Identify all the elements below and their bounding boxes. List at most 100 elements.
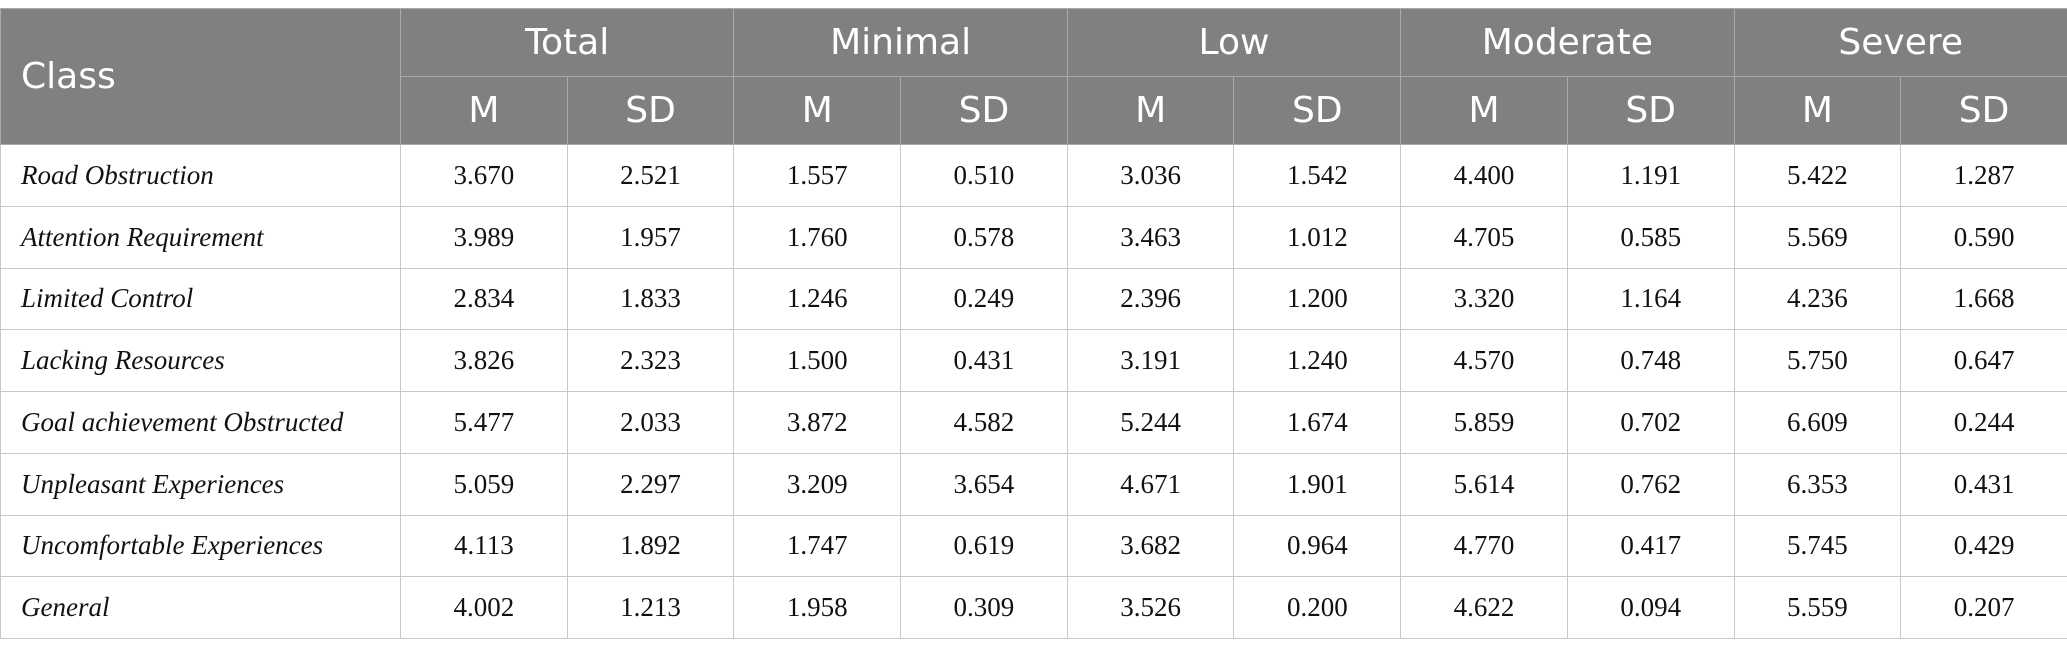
table-header: Class Total Minimal Low Moderate Severe … [0,8,2067,145]
sub-header-sd: SD [1566,76,1735,145]
table-row: Road Obstruction 3.670 2.521 1.557 0.510 3.03… [0,144,2067,207]
mean-cell: 5.559 [1733,576,1902,639]
sd-cell: 0.585 [1566,205,1735,269]
sd-cell: 0.244 [1900,391,2067,454]
sd-cell: 1.668 [1900,267,2067,331]
mean-cell: 4.705 [1400,205,1568,269]
sub-header-m: M [733,76,902,145]
sd-cell: 0.249 [900,267,1068,331]
sd-cell: 0.431 [900,329,1068,392]
mean-cell: 5.569 [1733,205,1902,269]
sd-cell: 0.702 [1566,391,1735,454]
sub-header-m: M [400,76,568,145]
group-header-severe: Severe [1733,8,2067,77]
mean-cell: 6.609 [1733,391,1902,454]
sd-cell: 1.200 [1233,267,1402,331]
sd-cell: 0.510 [900,144,1068,207]
sub-header-m: M [1066,76,1235,145]
mean-cell: 3.320 [1400,267,1568,331]
sd-cell: 0.619 [900,514,1068,578]
sd-cell: 2.521 [566,144,735,207]
mean-cell: 5.745 [1733,514,1902,578]
group-header-row: Class Total Minimal Low Moderate Severe [0,8,2067,145]
sd-cell: 1.957 [566,205,735,269]
mean-cell: 5.614 [1400,452,1568,516]
mean-cell: 5.422 [1733,144,1902,207]
mean-cell: 3.036 [1066,144,1235,207]
table-row: Uncomfortable Experiences 4.113 1.892 1.747… [0,514,2067,578]
mean-cell: 4.671 [1066,452,1235,516]
row-label: Lacking Resources [0,329,401,392]
table-body: Road Obstruction 3.670 2.521 1.557 0.510 3.03… [0,144,2067,639]
mean-cell: 1.500 [733,329,902,392]
mean-cell: 4.236 [1733,267,1902,331]
mean-cell: 3.670 [400,144,568,207]
row-label: Road Obstruction [0,144,401,207]
sd-cell: 1.542 [1233,144,1402,207]
sd-cell: 0.762 [1566,452,1735,516]
mean-cell: 5.244 [1066,391,1235,454]
mean-cell: 4.570 [1400,329,1568,392]
sd-cell: 1.213 [566,576,735,639]
sd-cell: 1.240 [1233,329,1402,392]
table-row: Unpleasant Experiences 5.059 2.297 3.209 3.6… [0,452,2067,516]
sd-cell: 1.287 [1900,144,2067,207]
mean-cell: 1.747 [733,514,902,578]
sd-cell: 1.164 [1566,267,1735,331]
sd-cell: 1.012 [1233,205,1402,269]
sd-cell: 0.309 [900,576,1068,639]
mean-cell: 2.396 [1066,267,1235,331]
sub-header-sd: SD [900,76,1068,145]
group-header-low: Low [1066,8,1402,77]
mean-cell: 3.463 [1066,205,1235,269]
mean-cell: 1.557 [733,144,902,207]
sd-cell: 0.094 [1566,576,1735,639]
mean-cell: 5.059 [400,452,568,516]
mean-cell: 3.872 [733,391,902,454]
mean-cell: 6.353 [1733,452,1902,516]
mean-cell: 5.859 [1400,391,1568,454]
table-row: Lacking Resources 3.826 2.323 1.500 0.431 3.1… [0,329,2067,392]
table-row: Limited Control 2.834 1.833 1.246 0.249 2.396… [0,267,2067,331]
sub-header-m: M [1400,76,1568,145]
mean-cell: 4.770 [1400,514,1568,578]
sd-cell: 1.901 [1233,452,1402,516]
mean-cell: 3.989 [400,205,568,269]
mean-cell: 3.682 [1066,514,1235,578]
mean-cell: 1.958 [733,576,902,639]
row-label: Uncomfortable Experiences [0,514,401,578]
mean-cell: 4.113 [400,514,568,578]
mean-cell: 4.400 [1400,144,1568,207]
sd-cell: 0.590 [1900,205,2067,269]
mean-cell: 5.750 [1733,329,1902,392]
class-column-header: Class [0,8,401,145]
sub-header-sd: SD [1900,76,2067,145]
group-header-minimal: Minimal [733,8,1068,77]
sub-header-sd: SD [1233,76,1402,145]
mean-cell: 3.191 [1066,329,1235,392]
sd-cell: 2.033 [566,391,735,454]
group-header-moderate: Moderate [1400,8,1735,77]
mean-cell: 4.002 [400,576,568,639]
sd-cell: 0.429 [1900,514,2067,578]
table-row: General 4.002 1.213 1.958 0.309 3.526 0.200 4.6… [0,576,2067,639]
sub-header-m: M [1733,76,1902,145]
row-label: General [0,576,401,639]
sd-cell: 3.654 [900,452,1068,516]
sd-cell: 4.582 [900,391,1068,454]
sd-cell: 0.207 [1900,576,2067,639]
mean-cell: 5.477 [400,391,568,454]
sd-cell: 0.964 [1233,514,1402,578]
row-label: Unpleasant Experiences [0,452,401,516]
mean-cell: 2.834 [400,267,568,331]
table-row: Goal achievement Obstructed 5.477 2.033 3.8… [0,391,2067,454]
data-table-container: Class Total Minimal Low Moderate Severe … [0,8,2067,639]
sd-cell: 0.200 [1233,576,1402,639]
sd-cell: 1.892 [566,514,735,578]
sd-cell: 2.297 [566,452,735,516]
sd-cell: 1.191 [1566,144,1735,207]
statistics-table: Class Total Minimal Low Moderate Severe … [0,8,2067,639]
sd-cell: 0.417 [1566,514,1735,578]
mean-cell: 3.526 [1066,576,1235,639]
row-label: Goal achievement Obstructed [0,391,401,454]
